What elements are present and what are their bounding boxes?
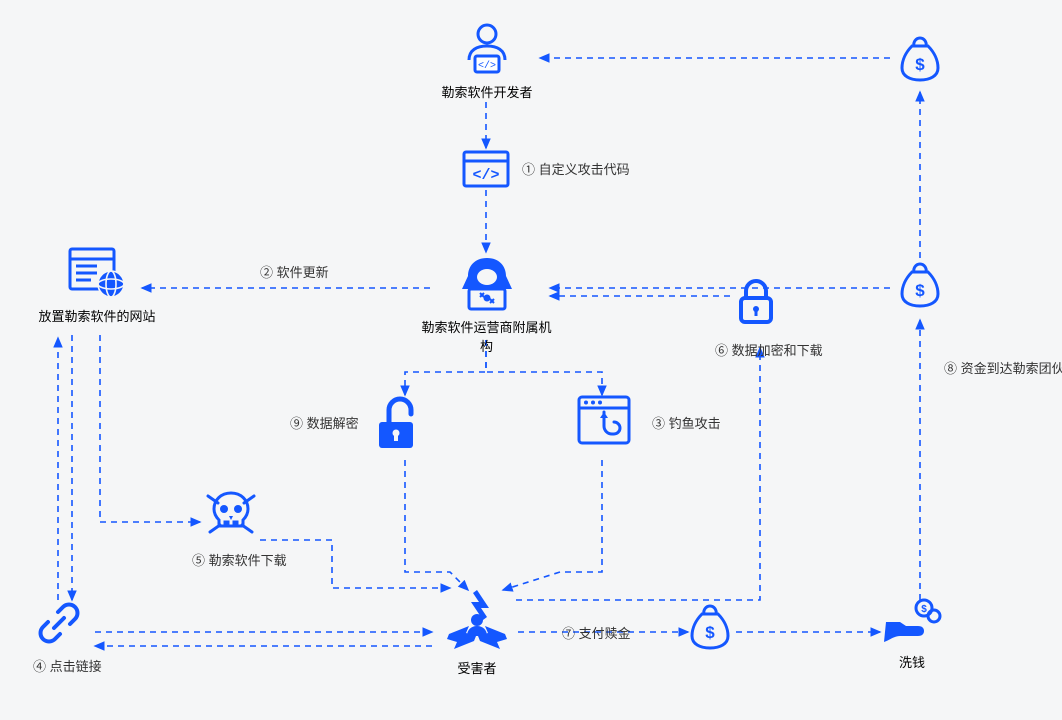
step-1: ① 自定义攻击代码	[522, 159, 630, 178]
node-link	[33, 600, 85, 652]
node-launder: $ 洗钱	[872, 596, 952, 671]
step-3: ③ 钓鱼攻击	[652, 413, 721, 432]
step-9: ⑨ 数据解密	[290, 413, 359, 432]
svg-text:</>: </>	[472, 167, 499, 184]
chain-link-icon	[36, 600, 82, 646]
step-7: ⑦ 支付赎金	[562, 623, 631, 642]
node-victim: 受害者	[432, 586, 522, 677]
operator-label: 勒索软件运营商附属机构	[419, 317, 554, 355]
svg-text:$: $	[705, 623, 715, 642]
step-6: ⑥ 数据加密和下载	[715, 340, 823, 359]
launder-label: 洗钱	[872, 652, 952, 671]
developer-label: 勒索软件开发者	[427, 82, 547, 101]
step-5: ⑤ 勒索软件下载	[192, 550, 287, 569]
node-skull	[203, 488, 259, 544]
money-bag-icon: $	[900, 260, 940, 308]
svg-text:</>: </>	[478, 60, 496, 72]
node-operator: 勒索软件运营商附属机构	[419, 255, 554, 355]
lock-icon	[735, 276, 777, 326]
hand-coins-icon: $	[880, 596, 944, 646]
svg-text:$: $	[915, 281, 925, 300]
node-bag-top: $	[898, 34, 942, 88]
node-unlock	[372, 392, 424, 458]
hacker-icon	[455, 255, 519, 311]
node-developer: </> 勒索软件开发者	[427, 20, 547, 101]
step-4: ④ 点击链接	[33, 656, 102, 675]
recycle-person-icon	[440, 586, 514, 652]
phish-window-icon	[576, 394, 632, 446]
svg-text:$: $	[915, 55, 925, 74]
node-bag-mid: $	[898, 260, 942, 314]
node-website: 放置勒索软件的网站	[32, 246, 162, 325]
unlock-icon	[373, 392, 423, 452]
website-label: 放置勒索软件的网站	[32, 306, 162, 325]
node-phish	[574, 394, 634, 452]
skull-icon	[204, 488, 258, 538]
node-ransom-bag: $	[688, 602, 732, 656]
money-bag-icon: $	[900, 34, 940, 82]
step-8: ⑧ 资金到达勒索团伙	[944, 358, 1062, 377]
node-lock	[732, 276, 780, 332]
svg-text:$: $	[921, 604, 927, 615]
money-bag-icon: $	[690, 602, 730, 650]
victim-label: 受害者	[432, 658, 522, 677]
node-code: </>	[459, 150, 513, 194]
website-icon	[67, 246, 127, 300]
step-2: ② 软件更新	[260, 262, 329, 281]
code-icon: </>	[462, 150, 510, 188]
coder-icon: </>	[459, 20, 515, 76]
